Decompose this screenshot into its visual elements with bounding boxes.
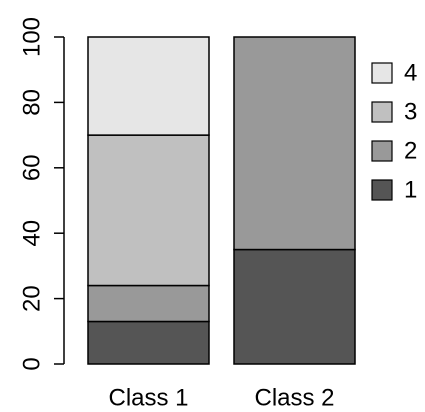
y-tick-label: 40 (19, 220, 46, 247)
bar-segment-class-2-series-2 (233, 36, 356, 251)
bars (87, 36, 356, 365)
legend-label-2: 2 (404, 138, 417, 165)
y-tick-label: 20 (19, 285, 46, 312)
y-tick-label: 60 (19, 154, 46, 181)
bar-segment-class-1-series-4 (87, 36, 210, 136)
legend-label-1: 1 (404, 177, 417, 204)
x-category-label-2: Class 2 (254, 385, 334, 412)
y-tick-label: 0 (19, 357, 46, 370)
legend-swatch-2 (371, 140, 393, 162)
legend-label-3: 3 (404, 99, 417, 126)
bar-segment-class-1-series-1 (87, 320, 210, 365)
legend-swatch-4 (371, 62, 393, 84)
y-tick-label: 80 (19, 89, 46, 116)
legend: 4 3 2 1 (371, 60, 417, 204)
legend-label-4: 4 (404, 60, 417, 87)
y-tick-label: 100 (19, 17, 46, 57)
bar-segment-class-1-series-2 (87, 284, 210, 323)
x-category-label-1: Class 1 (108, 385, 188, 412)
y-axis: 0 20 40 60 80 100 (19, 17, 65, 371)
bar-segment-class-2-series-1 (233, 248, 356, 365)
legend-swatch-1 (371, 179, 393, 201)
x-axis-labels: Class 1 Class 2 (108, 385, 334, 412)
legend-swatch-3 (371, 101, 393, 123)
bar-segment-class-1-series-3 (87, 134, 210, 287)
